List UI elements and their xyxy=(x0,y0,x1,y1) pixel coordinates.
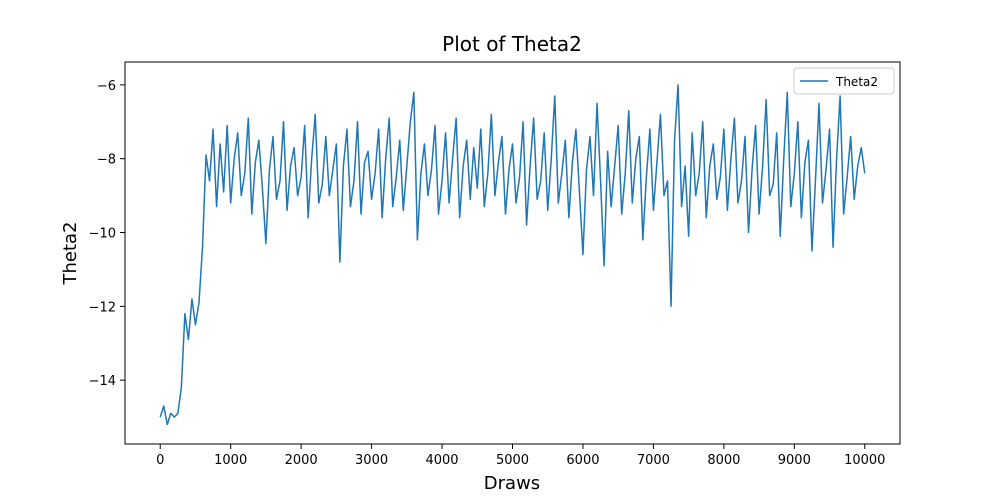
x-tick-label: 7000 xyxy=(637,453,670,468)
y-axis-label: Theta2 xyxy=(60,221,81,285)
x-tick-label: 6000 xyxy=(566,453,599,468)
x-tick-label: 2000 xyxy=(285,453,318,468)
line-series xyxy=(159,84,866,426)
y-tick-label: −12 xyxy=(89,300,116,315)
y-tick-label: −8 xyxy=(97,153,116,168)
chart-title: Plot of Theta2 xyxy=(442,32,582,56)
legend-box xyxy=(793,67,895,95)
y-tick-label: −14 xyxy=(89,374,116,389)
x-axis-label: Draws xyxy=(484,473,540,494)
plot-frame xyxy=(124,61,901,445)
x-tick-label: 4000 xyxy=(425,453,458,468)
x-tick-label: 0 xyxy=(156,453,164,468)
x-tick-label: 9000 xyxy=(778,453,811,468)
x-tick-label: 1000 xyxy=(214,453,247,468)
legend-label: Theta2 xyxy=(835,75,878,89)
x-tick-label: 3000 xyxy=(355,453,388,468)
x-tick-label: 10000 xyxy=(844,453,885,468)
x-tick-label: 5000 xyxy=(496,453,529,468)
y-tick-label: −6 xyxy=(97,79,116,94)
x-tick-label: 8000 xyxy=(707,453,740,468)
y-tick-label: −10 xyxy=(89,227,116,242)
